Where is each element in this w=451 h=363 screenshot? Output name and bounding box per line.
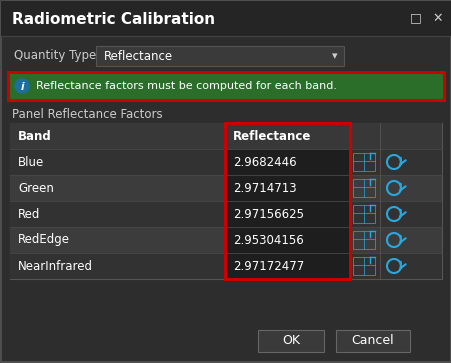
Bar (225, 201, 349, 227)
Text: Red: Red (18, 208, 40, 220)
Bar (352, 179, 374, 197)
Bar (8, 72, 443, 100)
Text: 2.97172477: 2.97172477 (232, 260, 304, 273)
Text: NearInfrared: NearInfrared (18, 260, 93, 273)
Text: Reflectance factors must be computed for each band.: Reflectance factors must be computed for… (36, 81, 336, 91)
Text: Blue: Blue (18, 155, 44, 168)
Text: OK: OK (281, 334, 299, 347)
Bar (1, 1, 450, 36)
Bar (10, 201, 441, 227)
Text: RedEdge: RedEdge (18, 233, 70, 246)
Bar (10, 149, 441, 175)
Bar (352, 153, 374, 171)
Text: Band: Band (18, 130, 51, 143)
Text: 2.95304156: 2.95304156 (232, 233, 303, 246)
Bar (352, 205, 374, 223)
Bar (10, 253, 441, 279)
Text: Radiometric Calibration: Radiometric Calibration (12, 12, 215, 28)
Bar (10, 123, 441, 279)
Text: i: i (20, 82, 24, 91)
Bar (335, 330, 409, 352)
Text: Quantity Type: Quantity Type (14, 49, 96, 62)
Bar (225, 123, 349, 279)
Text: 2.97156625: 2.97156625 (232, 208, 304, 220)
Text: Reflectance: Reflectance (104, 49, 173, 62)
Bar (96, 46, 343, 66)
Text: Green: Green (18, 182, 54, 195)
Bar (10, 123, 441, 149)
Bar (10, 227, 441, 253)
Bar (352, 257, 374, 275)
Bar (352, 231, 374, 249)
Bar (225, 253, 349, 279)
Text: ▾: ▾ (331, 51, 337, 61)
Text: Reflectance: Reflectance (232, 130, 311, 143)
Bar (225, 175, 349, 201)
Bar (10, 175, 441, 201)
Text: Panel Reflectance Factors: Panel Reflectance Factors (12, 109, 162, 122)
Text: 2.9682446: 2.9682446 (232, 155, 296, 168)
Text: 2.9714713: 2.9714713 (232, 182, 296, 195)
Text: ✕: ✕ (431, 12, 442, 24)
Text: □: □ (409, 12, 421, 24)
Bar (225, 149, 349, 175)
Text: Cancel: Cancel (351, 334, 393, 347)
Bar (258, 330, 323, 352)
Bar (225, 227, 349, 253)
Circle shape (15, 79, 29, 93)
